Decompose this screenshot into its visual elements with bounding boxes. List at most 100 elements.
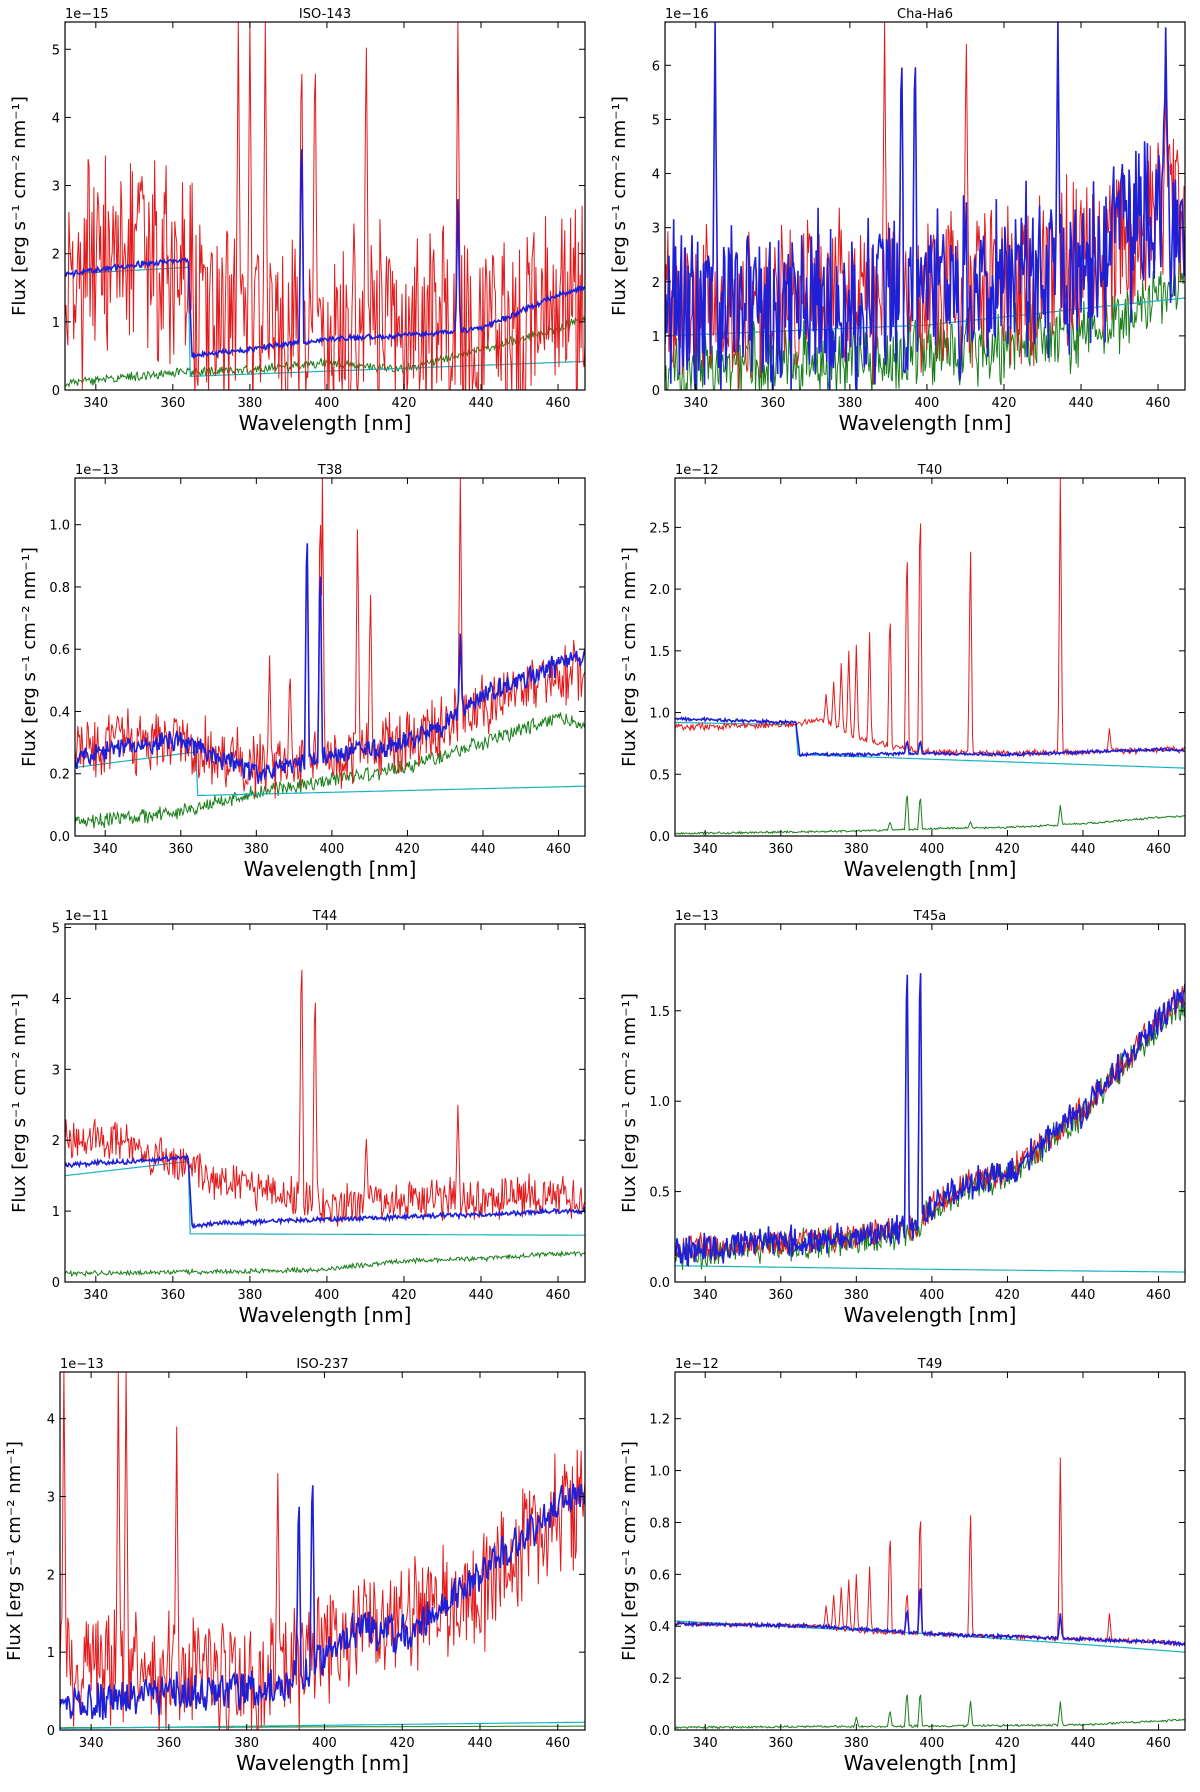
x-tick-label: 360 xyxy=(160,1288,185,1303)
y-tick-label: 5 xyxy=(652,113,660,128)
y-tick-label: 2 xyxy=(52,1134,60,1149)
x-tick-label: 340 xyxy=(93,842,118,857)
y-tick-label: 1 xyxy=(652,330,660,345)
x-tick-label: 340 xyxy=(693,1288,718,1303)
plot-frame xyxy=(64,21,586,391)
x-tick-label: 460 xyxy=(1146,396,1171,411)
series-group xyxy=(665,22,1185,390)
x-tick-label: 400 xyxy=(919,1736,944,1751)
blue-series-line xyxy=(65,149,585,359)
series-group xyxy=(675,1457,1185,1730)
x-tick-label: 360 xyxy=(768,1736,793,1751)
exponent-label: 1e−11 xyxy=(65,909,109,924)
chart-title: T40 xyxy=(917,463,942,478)
y-axis-label: Flux [erg s⁻¹ cm⁻² nm⁻¹] xyxy=(609,96,630,316)
x-tick-label: 360 xyxy=(760,396,785,411)
x-tick-label: 420 xyxy=(390,1736,415,1751)
x-tick-label: 420 xyxy=(995,1288,1020,1303)
cyan-series-line xyxy=(60,1721,585,1730)
x-axis-label: Wavelength [nm] xyxy=(239,411,412,435)
series-group xyxy=(65,22,585,390)
blue-series-line xyxy=(60,1483,585,1720)
chart-title: ISO-237 xyxy=(296,1357,348,1372)
x-tick-label: 400 xyxy=(315,1288,340,1303)
x-tick-label: 360 xyxy=(156,1736,181,1751)
x-tick-label: 420 xyxy=(992,396,1017,411)
x-tick-label: 440 xyxy=(1069,396,1094,411)
y-tick-label: 0.0 xyxy=(49,830,70,845)
blue-series-line xyxy=(65,1154,585,1230)
x-tick-label: 420 xyxy=(395,842,420,857)
y-tick-label: 4 xyxy=(52,992,60,1007)
chart-title: T44 xyxy=(312,909,337,924)
series-group xyxy=(675,973,1185,1273)
x-tick-label: 400 xyxy=(312,1736,337,1751)
x-tick-label: 400 xyxy=(915,396,940,411)
y-tick-label: 0.0 xyxy=(649,1276,670,1291)
x-axis-label: Wavelength [nm] xyxy=(844,1751,1017,1775)
x-tick-label: 400 xyxy=(919,1288,944,1303)
cyan-series-line xyxy=(65,1160,585,1236)
blue-series-line xyxy=(675,973,1185,1268)
spectrum-panel-2: 340 360 380 400 420 440 460 0 1 2 3 4 5 6 Cha-Ha6 1e−16… xyxy=(609,7,1186,435)
x-tick-label: 460 xyxy=(1146,842,1171,857)
y-tick-label: 3 xyxy=(52,1063,60,1078)
y-tick-label: 3 xyxy=(52,180,60,195)
y-tick-label: 2.5 xyxy=(649,521,670,536)
series-group xyxy=(65,969,585,1278)
y-tick-label: 1.0 xyxy=(49,519,70,534)
x-tick-label: 360 xyxy=(768,842,793,857)
plot-frame xyxy=(674,923,1186,1283)
x-tick-label: 360 xyxy=(768,1288,793,1303)
x-tick-label: 380 xyxy=(237,1288,262,1303)
x-tick-label: 440 xyxy=(1071,1736,1096,1751)
y-tick-label: 1 xyxy=(52,316,60,331)
green-series-line xyxy=(65,1249,585,1278)
x-tick-label: 360 xyxy=(168,842,193,857)
series-group xyxy=(675,478,1185,836)
y-tick-label: 0.8 xyxy=(49,581,70,596)
x-tick-label: 360 xyxy=(160,396,185,411)
y-tick-label: 0 xyxy=(47,1724,55,1739)
cyan-series-line xyxy=(75,751,585,797)
y-tick-label: 1.0 xyxy=(649,1465,670,1480)
plot-frame xyxy=(664,21,1186,391)
y-tick-label: 4 xyxy=(52,111,60,126)
blue-series-line xyxy=(665,22,1185,390)
x-tick-label: 420 xyxy=(392,396,417,411)
green-series-line xyxy=(75,712,585,829)
x-tick-label: 340 xyxy=(693,1736,718,1751)
y-tick-label: 0.0 xyxy=(649,1724,670,1739)
x-tick-label: 440 xyxy=(471,842,496,857)
y-tick-label: 2.0 xyxy=(649,583,670,598)
y-tick-label: 0.6 xyxy=(649,1568,670,1583)
y-axis-label: Flux [erg s⁻¹ cm⁻² nm⁻¹] xyxy=(619,1441,640,1661)
y-tick-label: 2 xyxy=(47,1568,55,1583)
x-tick-label: 440 xyxy=(1071,1288,1096,1303)
x-tick-label: 460 xyxy=(1146,1288,1171,1303)
y-tick-label: 2 xyxy=(652,276,660,291)
x-tick-label: 420 xyxy=(392,1288,417,1303)
y-tick-label: 0 xyxy=(52,384,60,399)
x-tick-label: 420 xyxy=(995,1736,1020,1751)
x-tick-label: 340 xyxy=(79,1736,104,1751)
red-series-line xyxy=(75,478,585,799)
x-tick-label: 420 xyxy=(995,842,1020,857)
x-tick-label: 340 xyxy=(83,1288,108,1303)
cyan-series-line xyxy=(675,721,1185,769)
chart-title: T49 xyxy=(917,1357,942,1372)
y-tick-label: 0.4 xyxy=(649,1620,670,1635)
exponent-label: 1e−12 xyxy=(675,1357,719,1372)
y-tick-label: 6 xyxy=(652,59,660,74)
x-tick-label: 440 xyxy=(469,396,494,411)
y-tick-label: 1 xyxy=(52,1205,60,1220)
green-series-line xyxy=(665,245,1185,390)
x-tick-label: 380 xyxy=(844,1288,869,1303)
series-group xyxy=(75,478,585,829)
red-series-line xyxy=(60,1372,585,1730)
x-tick-label: 340 xyxy=(693,842,718,857)
y-tick-label: 0 xyxy=(52,1276,60,1291)
x-tick-label: 380 xyxy=(844,842,869,857)
blue-series-line xyxy=(675,715,1185,758)
